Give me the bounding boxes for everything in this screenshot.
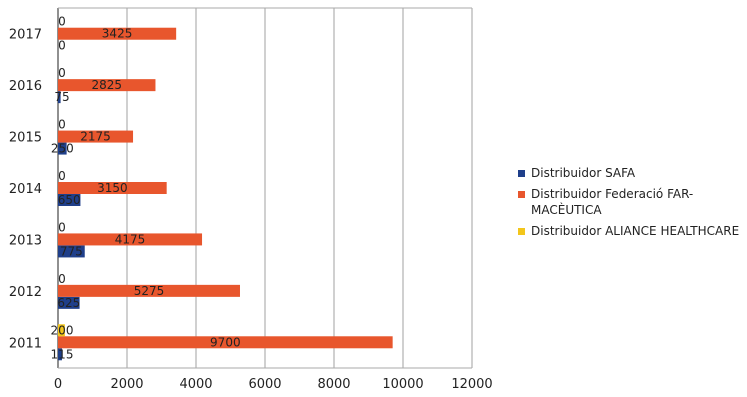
y-axis-tick-labels: 2011 2012 2013 2014 2015 2016 2017: [9, 28, 42, 352]
data-label: 0: [58, 118, 66, 132]
bar: [58, 142, 67, 155]
y-tick-label: 2012: [9, 285, 42, 300]
data-label: 3150: [97, 181, 128, 195]
data-labels: 115 9700 200 625 5275 0 775 4175 0 650 3150 0 250 217…: [51, 15, 241, 362]
data-label: 9700: [210, 335, 241, 349]
bars: [58, 27, 393, 361]
legend-item-aliance: Distribuidor ALIANCE HEALTHCARE: [518, 223, 746, 239]
legend-swatch-federacio: [518, 191, 525, 198]
data-label: 200: [51, 323, 74, 337]
x-tick-label: 8000: [317, 377, 350, 392]
y-tick-label: 2015: [9, 131, 42, 146]
x-tick-label: 10000: [382, 377, 423, 392]
x-axis-tick-labels: 0 2000 4000 6000 8000 10000 12000: [54, 377, 493, 392]
y-tick-label: 2014: [9, 182, 42, 197]
y-tick-label: 2011: [9, 336, 42, 351]
data-label: 0: [58, 15, 66, 29]
bar: [58, 27, 177, 40]
legend-swatch-safa: [518, 170, 525, 177]
bar: [58, 284, 240, 297]
y-tick-label: 2013: [9, 233, 42, 248]
bar: [58, 130, 134, 143]
bar: [58, 194, 81, 206]
data-label: 650: [58, 193, 81, 207]
data-label: 250: [51, 142, 74, 156]
bar: [58, 348, 62, 361]
x-tick-label: 4000: [179, 377, 212, 392]
data-label: 115: [51, 347, 74, 361]
x-tick-label: 2000: [110, 377, 143, 392]
legend-item-federacio: Distribuidor Federació FAR-MACÈUTICA: [518, 186, 746, 218]
bar: [58, 233, 203, 246]
x-tick-label: 6000: [248, 377, 281, 392]
data-label: 0: [58, 220, 66, 234]
data-label: 5275: [134, 284, 165, 298]
data-label: 2825: [91, 78, 122, 92]
y-tick-label: 2017: [9, 28, 42, 43]
bar: [58, 336, 393, 349]
legend-label-aliance: Distribuidor ALIANCE HEALTHCARE: [531, 224, 740, 238]
bar: [58, 296, 80, 309]
legend-label-safa: Distribuidor SAFA: [531, 166, 636, 180]
legend: Distribuidor SAFA Distribuidor Federació…: [518, 165, 746, 244]
bar: [58, 182, 167, 194]
bar: [58, 324, 65, 337]
y-tick-label: 2016: [9, 79, 42, 94]
data-label: 4175: [115, 232, 146, 246]
data-label: 0: [58, 66, 66, 80]
bar: [58, 245, 85, 258]
legend-item-safa: Distribuidor SAFA: [518, 165, 746, 181]
gridlines: [57, 7, 473, 369]
legend-swatch-aliance: [518, 228, 525, 235]
data-label: 775: [60, 244, 83, 258]
x-tick-label: 12000: [451, 377, 492, 392]
data-label: 3425: [102, 27, 133, 41]
data-label: 625: [57, 296, 80, 310]
legend-label-federacio: Distribuidor Federació FAR-MACÈUTICA: [531, 187, 694, 217]
data-label: 2175: [80, 130, 111, 144]
data-label: 0: [58, 272, 66, 286]
data-label: 75: [54, 90, 69, 104]
x-tick-label: 0: [54, 377, 62, 392]
data-label: 0: [58, 169, 66, 183]
data-label: 0: [58, 39, 66, 53]
bar: [58, 91, 61, 104]
bar: [58, 79, 156, 92]
